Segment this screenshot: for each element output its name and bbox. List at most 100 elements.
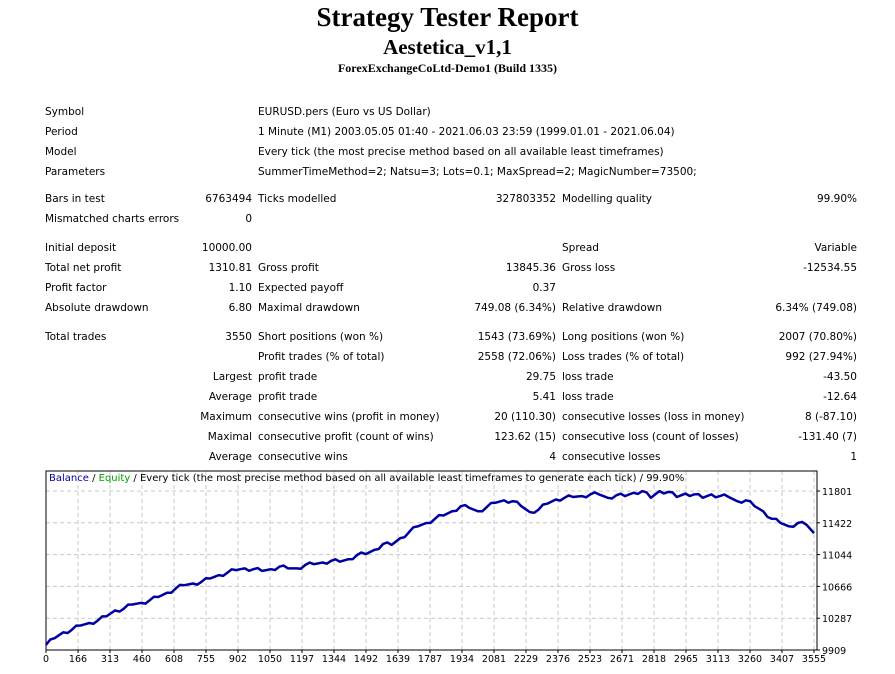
avg-wins-label: consecutive wins [258, 451, 348, 463]
mismatch-value: 0 [245, 213, 252, 225]
model-label: Model [45, 146, 77, 158]
losstrades-value: 992 (27.94%) [785, 351, 857, 363]
y-tick-label: 11801 [822, 487, 852, 498]
x-tick-label: 2671 [610, 654, 634, 665]
avg-wins-value: 4 [549, 451, 556, 463]
trades-value: 3550 [225, 331, 252, 343]
avg-losses-label: consecutive losses [562, 451, 661, 463]
x-tick-label: 902 [229, 654, 247, 665]
deposit-value: 10000.00 [201, 242, 252, 254]
x-tick-label: 2965 [674, 654, 698, 665]
y-tick-label: 11422 [822, 519, 852, 530]
legend-description: / Every tick (the most precise method ba… [130, 473, 685, 484]
maximum-label: Maximum [200, 411, 252, 423]
x-tick-label: 608 [165, 654, 183, 665]
symbol-value: EURUSD.pers (Euro vs US Dollar) [258, 106, 431, 118]
period-value: 1 Minute (M1) 2003.05.05 01:40 - 2021.06… [258, 126, 675, 138]
largest-profit-value: 29.75 [525, 371, 556, 383]
maxdd-value: 749.08 (6.34%) [474, 302, 556, 314]
legend-sep: / [88, 473, 99, 484]
short-value: 1543 (73.69%) [477, 331, 556, 343]
average-profit-label: profit trade [258, 391, 318, 403]
avgcons-label: Average [208, 451, 252, 463]
ticks-label: Ticks modelled [258, 193, 337, 205]
x-tick-label: 1787 [418, 654, 442, 665]
legend-equity: Equity [98, 473, 131, 484]
reldd-value: 6.34% (749.08) [775, 302, 857, 314]
maximal-profit-value: 123.62 (15) [494, 431, 556, 443]
average-loss-value: -12.64 [823, 391, 857, 403]
y-tick-label: 9909 [822, 646, 846, 657]
largest-profit-label: profit trade [258, 371, 318, 383]
report-title: Strategy Tester Report [316, 2, 579, 32]
legend-balance: Balance [49, 473, 89, 484]
x-tick-label: 2081 [482, 654, 506, 665]
symbol-label: Symbol [45, 106, 85, 118]
spread-value: Variable [814, 242, 857, 254]
quality-label: Modelling quality [562, 193, 652, 205]
max-losses-label: consecutive losses (loss in money) [562, 411, 745, 423]
period-label: Period [45, 126, 78, 138]
y-tick-label: 10287 [822, 614, 852, 625]
maximal-profit-label: consecutive profit (count of wins) [258, 431, 434, 443]
quality-value: 99.90% [816, 193, 857, 205]
model-value: Every tick (the most precise method base… [258, 146, 664, 158]
y-tick-label: 10666 [822, 582, 852, 593]
ticks-value: 327803352 [495, 193, 556, 205]
x-tick-label: 3260 [738, 654, 762, 665]
parameters-label: Parameters [45, 166, 106, 178]
y-tick-label: 11044 [822, 551, 852, 562]
bars-label: Bars in test [45, 193, 105, 205]
x-tick-label: 2229 [514, 654, 538, 665]
x-tick-label: 1344 [322, 654, 346, 665]
reldd-label: Relative drawdown [562, 302, 663, 314]
spread-label: Spread [562, 242, 599, 254]
x-tick-label: 313 [101, 654, 119, 665]
average-loss-label: loss trade [562, 391, 614, 403]
profittrades-value: 2558 (72.06%) [477, 351, 556, 363]
server-build: ForexExchangeCoLtd-Demo1 (Build 1335) [337, 61, 558, 75]
maximal-loss-value: -131.40 (7) [798, 431, 857, 443]
x-tick-label: 460 [133, 654, 151, 665]
absdd-value: 6.80 [228, 302, 252, 314]
x-tick-label: 3113 [706, 654, 730, 665]
bars-value: 6763494 [205, 193, 252, 205]
x-tick-label: 1934 [450, 654, 474, 665]
netprofit-value: 1310.81 [208, 262, 252, 274]
grossprofit-label: Gross profit [258, 262, 319, 274]
losstrades-label: Loss trades (% of total) [562, 351, 685, 363]
long-label: Long positions (won %) [562, 331, 685, 343]
x-tick-label: 755 [197, 654, 215, 665]
average-label: Average [208, 391, 252, 403]
x-tick-label: 2376 [546, 654, 570, 665]
grossloss-label: Gross loss [562, 262, 616, 274]
balance-line [45, 489, 815, 646]
avg-losses-value: 1 [850, 451, 857, 463]
maximal-loss-label: consecutive loss (count of losses) [562, 431, 739, 443]
grossloss-value: -12534.55 [803, 262, 857, 274]
grossprofit-value: 13845.36 [505, 262, 556, 274]
chart-legend: Balance / Equity / Every tick (the most … [49, 473, 684, 484]
deposit-label: Initial deposit [45, 242, 117, 254]
largest-loss-label: loss trade [562, 371, 614, 383]
long-value: 2007 (70.80%) [778, 331, 857, 343]
x-tick-label: 1197 [290, 654, 314, 665]
average-profit-value: 5.41 [532, 391, 556, 403]
x-tick-label: 1639 [386, 654, 410, 665]
chart-frame [45, 470, 818, 651]
x-tick-label: 166 [69, 654, 87, 665]
profittrades-label: Profit trades (% of total) [258, 351, 385, 363]
x-tick-label: 1050 [258, 654, 282, 665]
x-tick-label: 2523 [578, 654, 602, 665]
pf-label: Profit factor [45, 282, 107, 294]
netprofit-label: Total net profit [45, 262, 122, 274]
short-label: Short positions (won %) [258, 331, 384, 343]
largest-loss-value: -43.50 [823, 371, 857, 383]
parameters-value: SummerTimeMethod=2; Natsu=3; Lots=0.1; M… [258, 166, 697, 178]
trades-label: Total trades [45, 331, 107, 343]
x-tick-label: 3407 [770, 654, 794, 665]
ep-label: Expected payoff [258, 282, 344, 294]
max-wins-label: consecutive wins (profit in money) [258, 411, 440, 423]
x-tick-label: 3555 [802, 654, 826, 665]
